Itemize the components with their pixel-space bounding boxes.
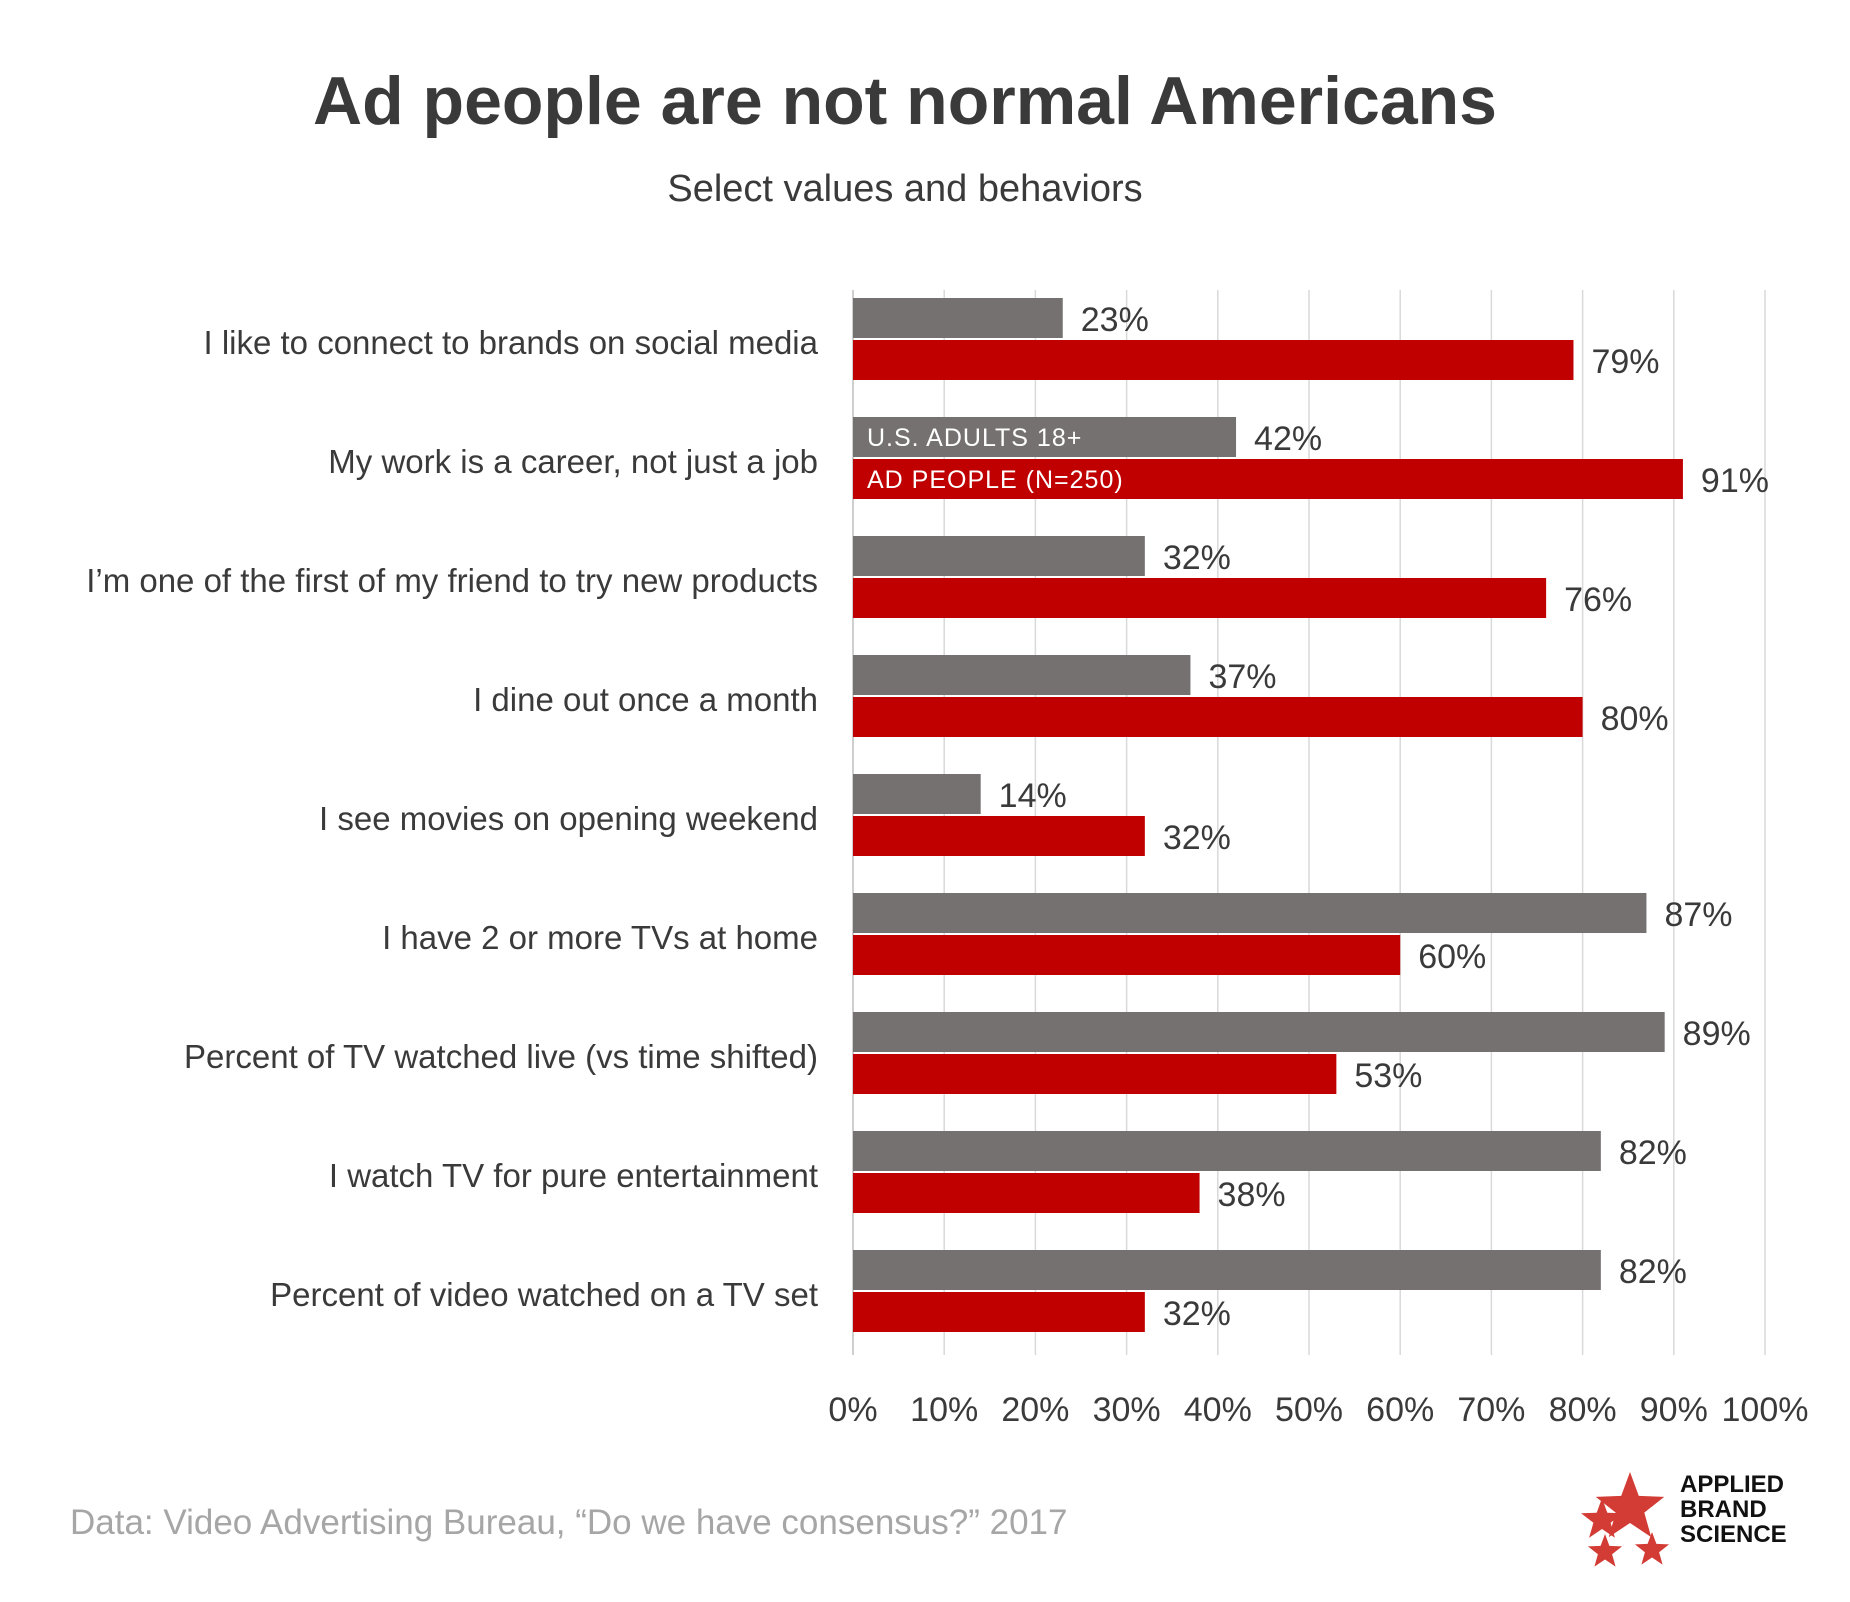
data-label: 87% bbox=[1664, 896, 1732, 934]
category-label: My work is a career, not just a job bbox=[328, 443, 818, 480]
applied-brand-science-logo: APPLIED BRAND SCIENCE bbox=[1580, 1460, 1820, 1570]
bar-ad-people bbox=[853, 697, 1583, 737]
logo-line-1: APPLIED bbox=[1680, 1471, 1785, 1498]
data-label: 38% bbox=[1218, 1176, 1286, 1214]
bar-ad-people bbox=[853, 1173, 1200, 1213]
x-tick-label: 70% bbox=[1457, 1391, 1525, 1429]
x-tick-label: 60% bbox=[1366, 1391, 1434, 1429]
data-label: 23% bbox=[1081, 301, 1149, 339]
category-label: Percent of TV watched live (vs time shif… bbox=[184, 1038, 818, 1075]
x-tick-label: 80% bbox=[1549, 1391, 1617, 1429]
category-label: I have 2 or more TVs at home bbox=[382, 919, 818, 956]
bar-ad-people bbox=[853, 578, 1547, 618]
bar-ad-people bbox=[853, 1292, 1145, 1332]
logo-line-2: BRAND bbox=[1680, 1496, 1767, 1523]
bar-us-adults bbox=[853, 774, 981, 814]
x-tick-label: 10% bbox=[910, 1391, 978, 1429]
data-label: 91% bbox=[1701, 462, 1769, 500]
data-label: 89% bbox=[1683, 1015, 1751, 1053]
source-note: Data: Video Advertising Bureau, “Do we h… bbox=[70, 1503, 1068, 1542]
x-tick-label: 30% bbox=[1093, 1391, 1161, 1429]
x-tick-label: 90% bbox=[1640, 1391, 1708, 1429]
bar-chart: 0% 10% 20% 30% 40% 50% 60% 70% 80% 90% 100% I like … bbox=[86, 290, 1809, 1429]
data-label: 32% bbox=[1163, 539, 1231, 577]
stars-icon bbox=[1581, 1472, 1670, 1567]
x-tick-label: 100% bbox=[1722, 1391, 1809, 1429]
data-label: 14% bbox=[999, 777, 1067, 815]
data-label: 80% bbox=[1601, 700, 1669, 738]
data-label: 53% bbox=[1354, 1057, 1422, 1095]
bar-us-adults bbox=[853, 1131, 1601, 1171]
category-label: I watch TV for pure entertainment bbox=[329, 1157, 818, 1194]
data-label: 76% bbox=[1564, 581, 1632, 619]
data-label: 32% bbox=[1163, 819, 1231, 857]
bar-ad-people bbox=[853, 935, 1401, 975]
category-label: I like to connect to brands on social me… bbox=[203, 324, 818, 361]
legend-ad-people: AD PEOPLE (N=250) bbox=[867, 466, 1124, 494]
chart-title: Ad people are not normal Americans bbox=[313, 63, 1497, 139]
data-label: 60% bbox=[1418, 938, 1486, 976]
bar-us-adults bbox=[853, 536, 1145, 576]
data-label: 32% bbox=[1163, 1295, 1231, 1333]
bar-ad-people bbox=[853, 459, 1683, 499]
category-label: I’m one of the first of my friend to try… bbox=[86, 562, 818, 599]
data-label: 82% bbox=[1619, 1134, 1687, 1172]
x-tick-label: 0% bbox=[828, 1391, 877, 1429]
logo-line-3: SCIENCE bbox=[1680, 1521, 1787, 1548]
data-label: 79% bbox=[1591, 343, 1659, 381]
bar-us-adults bbox=[853, 893, 1647, 933]
data-label: 42% bbox=[1254, 420, 1322, 458]
x-tick-label: 40% bbox=[1184, 1391, 1252, 1429]
category-label: I see movies on opening weekend bbox=[319, 800, 818, 837]
category-label: Percent of video watched on a TV set bbox=[270, 1276, 818, 1313]
bar-us-adults bbox=[853, 1250, 1601, 1290]
data-label: 82% bbox=[1619, 1253, 1687, 1291]
bar-us-adults bbox=[853, 298, 1063, 338]
x-tick-label: 50% bbox=[1275, 1391, 1343, 1429]
bar-us-adults bbox=[853, 1012, 1665, 1052]
legend-us-adults: U.S. ADULTS 18+ bbox=[867, 424, 1082, 452]
data-label: 37% bbox=[1208, 658, 1276, 696]
bar-us-adults bbox=[853, 417, 1237, 457]
bar-ad-people bbox=[853, 1054, 1337, 1094]
bar-us-adults bbox=[853, 655, 1191, 695]
bar-ad-people bbox=[853, 816, 1145, 856]
category-label: I dine out once a month bbox=[473, 681, 818, 718]
bar-ad-people bbox=[853, 340, 1574, 380]
x-tick-label: 20% bbox=[1001, 1391, 1069, 1429]
chart-subtitle: Select values and behaviors bbox=[667, 168, 1143, 210]
